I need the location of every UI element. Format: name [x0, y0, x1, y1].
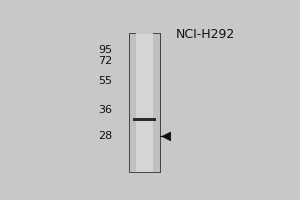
Text: NCI-H292: NCI-H292	[175, 28, 235, 41]
Text: 36: 36	[98, 105, 112, 115]
Bar	[133, 118, 156, 121]
Text: 95: 95	[98, 45, 112, 55]
Bar	[129, 33, 160, 172]
Text: 55: 55	[98, 76, 112, 86]
Text: 72: 72	[98, 56, 112, 66]
Text: 28: 28	[98, 131, 112, 141]
Polygon shape	[162, 132, 171, 141]
Bar	[136, 33, 153, 172]
